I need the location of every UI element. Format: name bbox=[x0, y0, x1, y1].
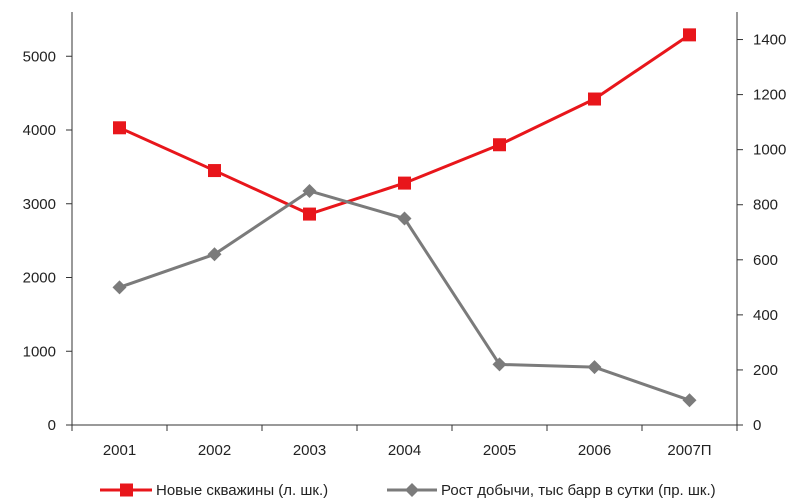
left-tick-label: 0 bbox=[48, 417, 56, 434]
left-tick-label: 2000 bbox=[23, 270, 56, 287]
right-tick-label: 1200 bbox=[753, 87, 786, 104]
data-point-production bbox=[492, 357, 507, 372]
data-point-production bbox=[682, 393, 697, 408]
data-point-new-wells bbox=[398, 176, 411, 190]
left-tick-label: 1000 bbox=[23, 343, 56, 360]
right-tick-label: 600 bbox=[753, 252, 778, 269]
data-point-production bbox=[587, 360, 602, 375]
x-tick-label: 2006 bbox=[578, 442, 611, 459]
right-tick-label: 800 bbox=[753, 197, 778, 214]
left-tick-label: 4000 bbox=[23, 122, 56, 139]
left-tick-label: 5000 bbox=[23, 48, 56, 65]
data-point-production bbox=[207, 247, 222, 262]
data-point-new-wells bbox=[493, 138, 506, 152]
x-tick-label: 2005 bbox=[483, 442, 516, 459]
right-tick-label: 0 bbox=[753, 417, 761, 434]
data-point-production bbox=[397, 211, 412, 226]
data-point-new-wells bbox=[588, 92, 601, 106]
data-point-new-wells bbox=[683, 28, 696, 42]
right-tick-label: 1000 bbox=[753, 142, 786, 159]
right-tick-label: 400 bbox=[753, 307, 778, 324]
legend-label-production: Рост добычи, тыс барр в сутки (пр. шк.) bbox=[441, 482, 716, 499]
left-tick-label: 3000 bbox=[23, 196, 56, 213]
right-tick-label: 1400 bbox=[753, 32, 786, 49]
data-point-production bbox=[302, 183, 317, 198]
data-point-production bbox=[112, 280, 127, 295]
legend-label-new-wells: Новые скважины (л. шк.) bbox=[156, 482, 328, 499]
x-tick-label: 2004 bbox=[388, 442, 421, 459]
x-tick-label: 2007П bbox=[667, 442, 711, 459]
data-point-new-wells bbox=[113, 121, 126, 135]
right-tick-label: 200 bbox=[753, 362, 778, 379]
x-tick-label: 2003 bbox=[293, 442, 326, 459]
legend-marker-production bbox=[405, 483, 419, 497]
legend-marker-new-wells bbox=[120, 483, 133, 497]
x-tick-label: 2002 bbox=[198, 442, 231, 459]
x-tick-label: 2001 bbox=[103, 442, 136, 459]
data-point-new-wells bbox=[303, 207, 316, 221]
data-point-new-wells bbox=[208, 164, 221, 178]
